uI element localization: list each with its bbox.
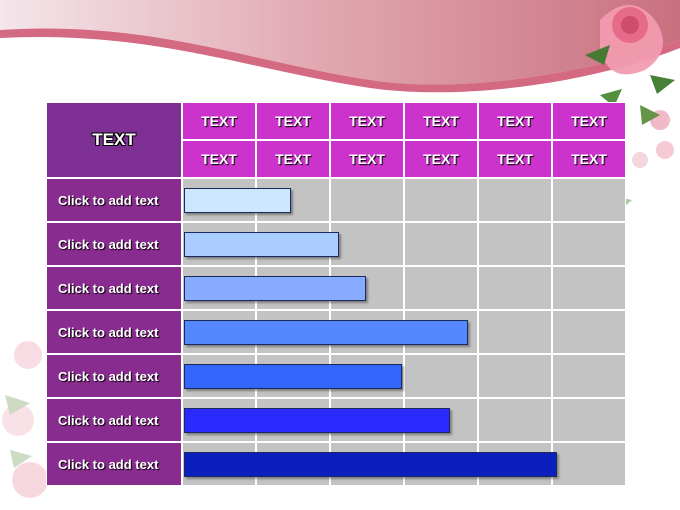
- header-cell-label: TEXT: [201, 151, 237, 167]
- grid-cell: [478, 398, 552, 442]
- header-cell-label: TEXT: [571, 113, 607, 129]
- header-cell-label: TEXT: [423, 151, 459, 167]
- header-cell: TEXT: [478, 102, 552, 140]
- grid-cell: [330, 178, 404, 222]
- grid-cell: [478, 266, 552, 310]
- header-cell-label: TEXT: [201, 113, 237, 129]
- row-label-text: Click to add text: [58, 192, 159, 208]
- corner-header-label: TEXT: [92, 130, 136, 149]
- row-label-text: Click to add text: [58, 280, 159, 296]
- header-cell: TEXT: [552, 140, 626, 178]
- row-label[interactable]: Click to add text: [46, 354, 182, 398]
- header-cell-label: TEXT: [497, 151, 533, 167]
- row-label[interactable]: Click to add text: [46, 442, 182, 486]
- header-cell-label: TEXT: [423, 113, 459, 129]
- rose-decoration-top-right: [585, 5, 675, 168]
- row-label[interactable]: Click to add text: [46, 178, 182, 222]
- timeline-bar: [184, 276, 366, 301]
- row-label[interactable]: Click to add text: [46, 310, 182, 354]
- header-cell: TEXT: [404, 102, 478, 140]
- grid-cell: [552, 354, 626, 398]
- grid-cell: [552, 442, 626, 486]
- row-label-text: Click to add text: [58, 368, 159, 384]
- row-label[interactable]: Click to add text: [46, 266, 182, 310]
- timeline-bar: [184, 452, 557, 477]
- row-label[interactable]: Click to add text: [46, 398, 182, 442]
- row-label-text: Click to add text: [58, 412, 159, 428]
- grid-cell: [478, 222, 552, 266]
- grid-cell: [552, 310, 626, 354]
- grid-cell: [404, 178, 478, 222]
- timeline-bar: [184, 408, 450, 433]
- rose-decoration-bottom-left: [2, 341, 48, 498]
- row-label[interactable]: Click to add text: [46, 222, 182, 266]
- wave-stripe: [0, 28, 680, 93]
- grid-cell: [478, 354, 552, 398]
- grid-cell: [404, 222, 478, 266]
- header-cell: TEXT: [256, 140, 330, 178]
- header-cell: TEXT: [552, 102, 626, 140]
- row-label-text: Click to add text: [58, 324, 159, 340]
- row-label-text: Click to add text: [58, 236, 159, 252]
- grid-cell: [552, 398, 626, 442]
- grid-cell: [552, 222, 626, 266]
- timeline-bar: [184, 232, 339, 257]
- grid-cell: [478, 178, 552, 222]
- header-cell: TEXT: [478, 140, 552, 178]
- header-cell-label: TEXT: [571, 151, 607, 167]
- grid-cell: [552, 266, 626, 310]
- header-cell: TEXT: [330, 140, 404, 178]
- header-cell-label: TEXT: [349, 151, 385, 167]
- wave-band: [0, 0, 680, 85]
- table-corner-header: TEXT: [46, 102, 182, 178]
- grid-cell: [478, 310, 552, 354]
- timeline-bar: [184, 320, 468, 345]
- grid-cell: [552, 178, 626, 222]
- header-cell-label: TEXT: [349, 113, 385, 129]
- grid-cell: [404, 354, 478, 398]
- timeline-bar: [184, 188, 291, 213]
- header-cell-label: TEXT: [275, 113, 311, 129]
- header-cell-label: TEXT: [275, 151, 311, 167]
- header-cell: TEXT: [330, 102, 404, 140]
- row-label-text: Click to add text: [58, 456, 159, 472]
- header-cell: TEXT: [182, 140, 256, 178]
- header-cell: TEXT: [182, 102, 256, 140]
- timeline-bar: [184, 364, 402, 389]
- gantt-table: TEXT TEXT TEXT TEXT TEXT TEXT TEXT TEXT TEXT TEX…: [46, 102, 626, 487]
- header-cell: TEXT: [256, 102, 330, 140]
- header-cell-label: TEXT: [497, 113, 533, 129]
- header-cell: TEXT: [404, 140, 478, 178]
- grid-cell: [404, 266, 478, 310]
- grid-cell: [330, 222, 404, 266]
